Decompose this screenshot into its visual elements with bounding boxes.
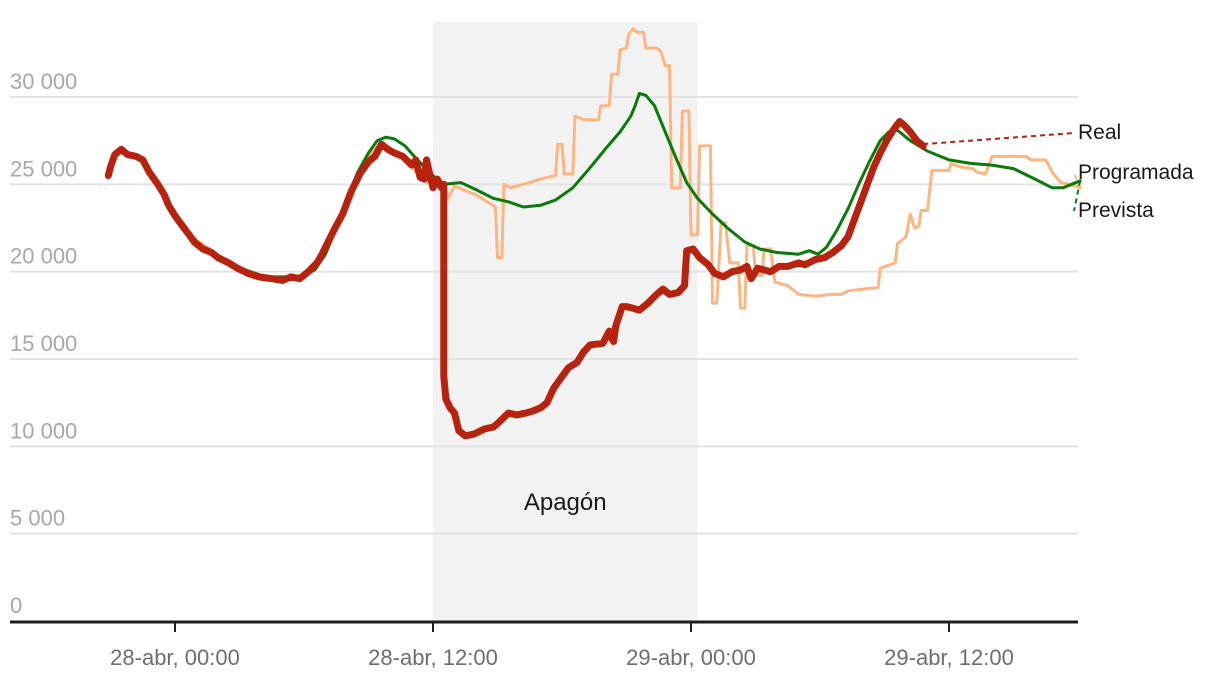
legend-label-real: Real: [1078, 121, 1121, 144]
y-tick-label: 25 000: [10, 156, 77, 181]
legend: Real Programada Prevista: [923, 121, 1194, 222]
y-tick-label: 15 000: [10, 331, 77, 356]
series-line-real: [104, 118, 927, 440]
blackout-region: [433, 22, 698, 622]
y-tick-label: 30 000: [10, 69, 77, 94]
y-tick-label: 0: [10, 593, 22, 618]
legend-label-prevista: Prevista: [1078, 199, 1154, 222]
y-gridlines: [10, 96, 1078, 535]
blackout-label: Apagón: [524, 489, 607, 516]
legend-label-programada: Programada: [1078, 161, 1194, 184]
x-tick-label: 28-abr, 12:00: [368, 645, 498, 670]
y-tick-label: 20 000: [10, 244, 77, 269]
x-tick-label: 29-abr, 00:00: [626, 645, 756, 670]
x-axis-ticks: 28-abr, 00:00 28-abr, 12:00 29-abr, 00:00 2…: [110, 622, 1014, 670]
x-tick-label: 28-abr, 00:00: [110, 645, 240, 670]
y-tick-label: 5 000: [10, 506, 65, 531]
blackout-shaded-region: [433, 22, 698, 622]
y-axis-tick-labels: 0 5 000 10 000 15 000 20 000 25 000 30 000: [10, 69, 77, 618]
y-tick-label: 10 000: [10, 418, 77, 443]
legend-leader-line: [923, 132, 1075, 146]
x-tick-label: 29-abr, 12:00: [884, 645, 1014, 670]
series-lines: [104, 27, 1082, 440]
